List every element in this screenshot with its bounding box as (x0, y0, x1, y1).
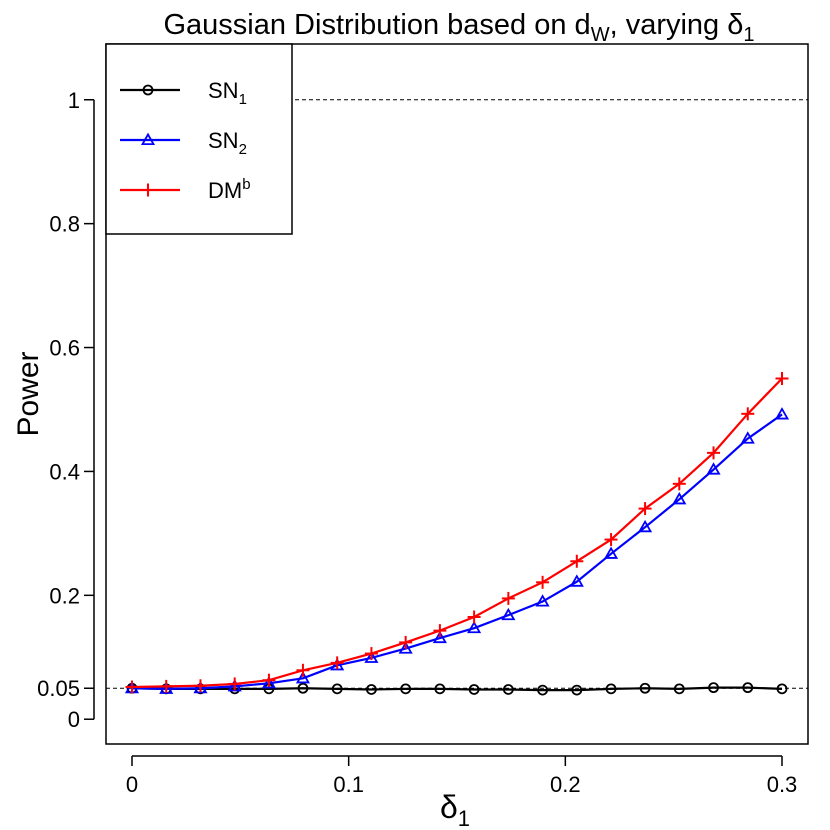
y-tick-label: 0.4 (49, 459, 80, 484)
data-point-sn1 (331, 683, 343, 695)
data-point-sn1 (708, 682, 719, 694)
data-point-sn1 (673, 683, 685, 695)
data-point-sn2 (672, 491, 687, 505)
data-point-dmb (570, 554, 584, 568)
data-point-dmb (638, 502, 652, 516)
data-point-sn1 (639, 682, 651, 694)
legend-label: SN2 (208, 128, 247, 158)
legend-item-sn2: SN2 (120, 128, 247, 158)
data-point-sn2 (261, 675, 276, 689)
y-tick-label: 0.2 (49, 583, 80, 608)
x-axis-title: δ1 (440, 789, 470, 830)
data-point-dmb (330, 656, 344, 670)
series-line-dmb (131, 377, 783, 689)
legend-label: SN1 (208, 78, 247, 108)
data-point-sn1 (468, 684, 480, 695)
data-point-dmb (536, 575, 550, 589)
legend-swatch-marker (141, 183, 155, 197)
data-point-sn1 (571, 684, 583, 696)
data-point-sn1 (297, 682, 309, 694)
y-tick-label: 0.8 (49, 212, 80, 237)
data-point-sn1 (366, 684, 377, 695)
data-point-sn1 (605, 683, 617, 695)
y-axis-title: Power (12, 351, 45, 436)
legend-swatch-marker (142, 84, 154, 96)
data-point-sn1 (742, 682, 754, 694)
data-point-sn2 (398, 641, 413, 654)
chart-title-subscript: W (591, 24, 610, 46)
y-tick-label: 1 (68, 88, 80, 113)
data-point-dmb (296, 663, 310, 677)
legend-label: DMb (208, 176, 251, 203)
data-point-sn2 (330, 658, 345, 671)
legend: SN1 SN2 DMb (105, 43, 293, 235)
y-tick-label: 0.6 (49, 336, 80, 361)
data-point-sn2 (159, 681, 174, 694)
data-point-sn2 (193, 680, 208, 694)
data-point-dmb (604, 533, 618, 547)
data-point-dmb (433, 624, 447, 638)
series-dmb (125, 372, 789, 694)
data-point-dmb (228, 677, 242, 691)
data-point-dmb (125, 680, 139, 694)
y-tick-label: 0.05 (37, 676, 80, 701)
series-line-sn2 (131, 413, 783, 690)
data-point-sn2 (501, 607, 516, 621)
data-point-sn1 (434, 683, 446, 695)
data-point-sn2 (432, 630, 447, 644)
data-point-sn2 (569, 574, 584, 587)
data-point-sn2 (638, 519, 653, 533)
plot-frame (105, 43, 809, 745)
y-tick-label: 0 (68, 707, 80, 732)
x-tick-label: 0.2 (550, 772, 581, 797)
data-point-sn2 (774, 407, 790, 420)
x-axis-title-subscript: 1 (458, 806, 470, 830)
legend-swatch-marker (140, 132, 156, 146)
data-point-dmb (193, 679, 207, 693)
data-point-sn2 (535, 594, 550, 607)
x-tick-label: 0.1 (333, 772, 364, 797)
data-point-dmb (707, 446, 721, 460)
data-point-dmb (672, 477, 686, 491)
series-sn2 (124, 407, 790, 694)
data-point-dmb (501, 591, 515, 605)
data-point-sn2 (227, 679, 242, 692)
data-point-dmb (741, 407, 755, 421)
data-point-sn2 (740, 431, 755, 444)
data-point-dmb (399, 635, 413, 649)
data-point-dmb (775, 372, 789, 386)
data-point-dmb (159, 679, 173, 693)
data-point-dmb (262, 673, 276, 687)
data-point-sn1 (400, 683, 412, 695)
data-point-sn2 (295, 671, 311, 684)
chart-title-suffix-subscript: 1 (743, 24, 754, 46)
x-tick-label: 0.3 (767, 772, 798, 797)
legend-item-dmb: DMb (120, 176, 251, 203)
data-point-sn1 (537, 684, 548, 696)
chart-title: Gaussian Distribution based on dW, varyi… (163, 9, 754, 46)
data-point-sn1 (776, 683, 788, 695)
data-point-dmb (467, 610, 481, 624)
x-tick-label: 0 (126, 772, 138, 797)
data-point-sn2 (467, 620, 482, 634)
data-point-sn1 (502, 684, 514, 695)
data-point-dmb (364, 647, 378, 661)
data-point-sn2 (603, 546, 619, 559)
series-line-sn1 (131, 686, 783, 692)
data-point-sn2 (364, 650, 379, 663)
legend-item-sn1: SN1 (120, 78, 247, 108)
data-point-sn2 (706, 462, 721, 475)
